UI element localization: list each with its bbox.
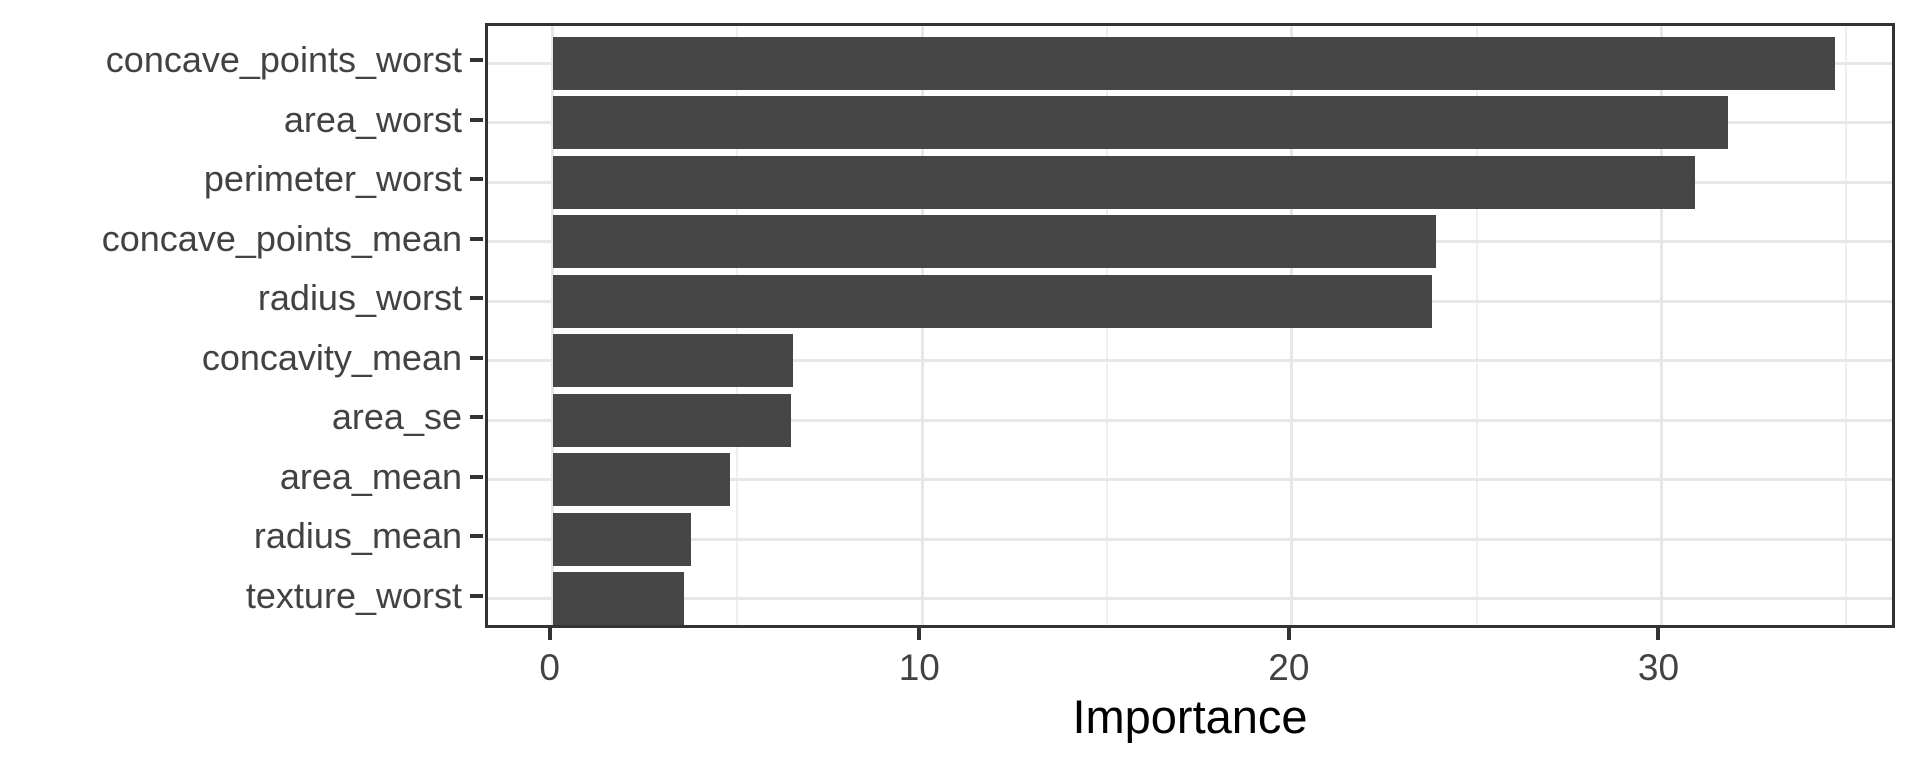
y-tick-mark: [470, 58, 483, 62]
y-tick-mark: [470, 117, 483, 122]
bar-concavity_mean: [552, 334, 793, 387]
y-axis-label-area_mean: area_mean: [279, 455, 462, 497]
y-axis-label-concave_points_worst: concave_points_worst: [105, 39, 462, 80]
y-axis-label-perimeter_worst: perimeter_worst: [203, 158, 462, 199]
y-tick-mark: [470, 593, 483, 598]
y-axis-label-area_worst: area_worst: [283, 98, 462, 140]
major-gridline: [1659, 26, 1663, 625]
y-axis-label-area_se: area_se: [331, 396, 462, 437]
plot-panel: [485, 23, 1895, 628]
y-tick-mark: [470, 415, 483, 419]
category-gridline: [488, 418, 1892, 422]
bar-perimeter_worst: [552, 155, 1695, 209]
y-tick-mark: [470, 236, 483, 241]
x-tick-label-10: 10: [898, 647, 940, 688]
y-tick-mark: [470, 534, 483, 538]
minor-gridline: [1475, 26, 1478, 625]
x-tick-mark: [1286, 628, 1291, 640]
y-axis-label-concave_points_mean: concave_points_mean: [101, 217, 462, 259]
y-tick-mark: [470, 177, 483, 181]
y-axis-label-radius_mean: radius_mean: [253, 515, 462, 556]
x-tick-mark: [547, 628, 552, 640]
category-gridline: [488, 537, 1892, 541]
x-tick-mark: [1656, 628, 1661, 640]
y-tick-mark: [470, 474, 483, 479]
y-axis-label-radius_worst: radius_worst: [257, 277, 462, 318]
category-gridline: [488, 478, 1892, 481]
y-axis-label-texture_worst: texture_worst: [245, 574, 462, 616]
bar-area_worst: [552, 96, 1728, 149]
x-axis-title: Importance: [1072, 690, 1308, 743]
x-tick-mark: [917, 628, 922, 640]
bar-radius_mean: [552, 512, 692, 566]
y-tick-mark: [470, 296, 483, 300]
bar-area_mean: [552, 453, 731, 506]
bar-texture_worst: [552, 572, 684, 625]
bar-concave_points_mean: [552, 215, 1436, 268]
category-gridline: [488, 597, 1892, 600]
x-tick-label-20: 20: [1268, 647, 1310, 688]
x-tick-label-30: 30: [1637, 647, 1680, 688]
y-axis-label-concavity_mean: concavity_mean: [201, 336, 462, 378]
y-tick-mark: [470, 355, 483, 360]
bar-area_se: [552, 393, 792, 447]
category-gridline: [488, 359, 1892, 362]
minor-gridline: [1845, 26, 1848, 625]
bar-concave_points_worst: [552, 36, 1836, 90]
x-tick-label-0: 0: [539, 647, 560, 688]
bar-radius_worst: [552, 274, 1433, 328]
